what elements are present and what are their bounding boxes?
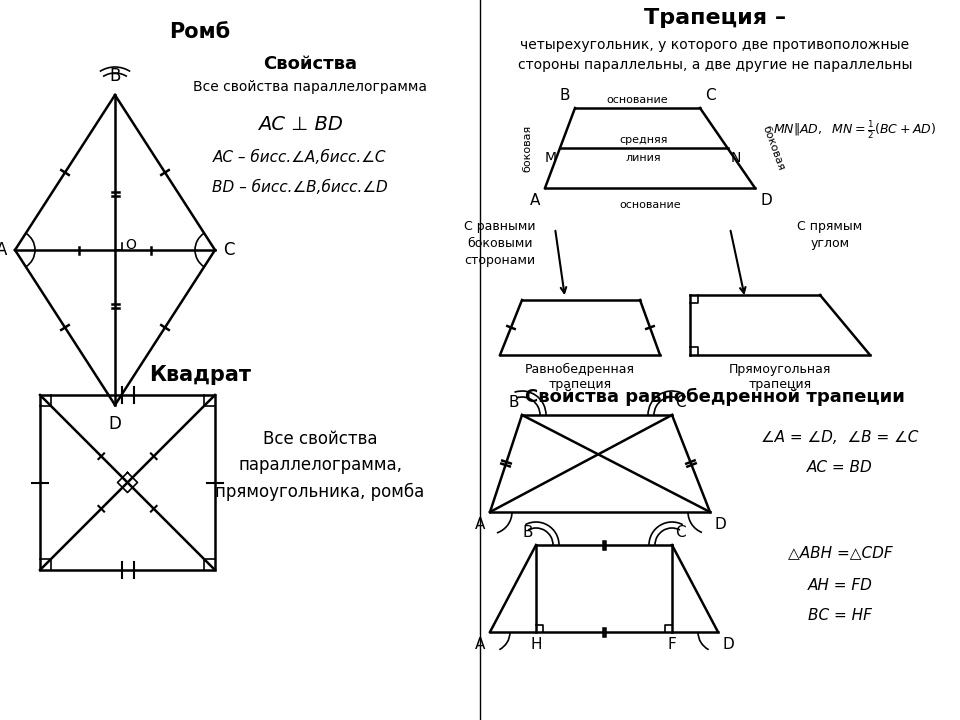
Text: D: D (715, 517, 727, 532)
Text: Свойства равнобедренной трапеции: Свойства равнобедренной трапеции (525, 388, 905, 406)
Text: AC – бисс.∠A,бисс.∠C: AC – бисс.∠A,бисс.∠C (213, 150, 387, 165)
Text: Свойства: Свойства (263, 55, 357, 73)
Text: A: A (0, 241, 7, 259)
Text: основание: основание (607, 95, 668, 105)
Text: C: C (675, 525, 685, 540)
Text: AC ⊥ BD: AC ⊥ BD (257, 115, 343, 134)
Text: M: M (545, 151, 557, 165)
Text: С равными
боковыми
сторонами: С равными боковыми сторонами (465, 220, 536, 267)
Bar (40, 395, 215, 570)
Text: F: F (667, 637, 677, 652)
Text: C: C (223, 241, 234, 259)
Text: B: B (509, 395, 519, 410)
Text: C: C (675, 395, 685, 410)
Text: C: C (705, 88, 715, 103)
Text: Все свойства параллелограмма: Все свойства параллелограмма (193, 80, 427, 94)
Text: H: H (530, 637, 541, 652)
Text: A: A (474, 517, 485, 532)
Text: $MN \| AD,$  $MN = \frac{1}{2}(BC+AD)$: $MN \| AD,$ $MN = \frac{1}{2}(BC+AD)$ (774, 119, 937, 141)
Text: D: D (108, 415, 121, 433)
Text: AC = BD: AC = BD (807, 460, 873, 475)
Text: Ромб: Ромб (169, 22, 230, 42)
Text: D: D (723, 637, 734, 652)
Text: BC = HF: BC = HF (808, 608, 872, 623)
Text: четырехугольник, у которого две противоположные
стороны параллельны, а две други: четырехугольник, у которого две противоп… (517, 38, 912, 71)
Text: боковая: боковая (760, 124, 786, 172)
Text: B: B (522, 525, 533, 540)
Text: Прямоугольная
трапеция: Прямоугольная трапеция (729, 363, 831, 391)
Text: средняя: средняя (619, 135, 668, 145)
Text: основание: основание (619, 200, 681, 210)
Text: O: O (125, 238, 136, 252)
Text: боковая: боковая (522, 125, 532, 171)
Text: Все свойства
параллелограмма,
прямоугольника, ромба: Все свойства параллелограмма, прямоуголь… (215, 430, 424, 501)
Text: Квадрат: Квадрат (149, 365, 251, 385)
Text: Трапеция –: Трапеция – (644, 8, 786, 28)
Text: A: A (474, 637, 485, 652)
Text: B: B (560, 88, 570, 103)
Text: BD – бисс.∠B,бисс.∠D: BD – бисс.∠B,бисс.∠D (212, 180, 388, 195)
Text: B: B (109, 67, 121, 85)
Text: AH = FD: AH = FD (807, 578, 873, 593)
Text: Равнобедренная
трапеция: Равнобедренная трапеция (525, 363, 635, 391)
Text: N: N (731, 151, 741, 165)
Text: △ABH =△CDF: △ABH =△CDF (788, 545, 892, 560)
Text: линия: линия (626, 153, 661, 163)
Text: С прямым
углом: С прямым углом (798, 220, 863, 250)
Text: D: D (760, 193, 772, 208)
Text: ∠A = ∠D,  ∠B = ∠C: ∠A = ∠D, ∠B = ∠C (761, 430, 919, 445)
Text: A: A (530, 193, 540, 208)
